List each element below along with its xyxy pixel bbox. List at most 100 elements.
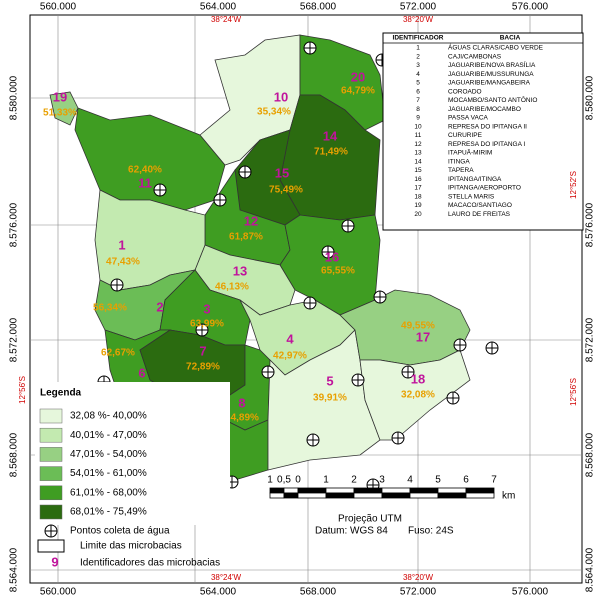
basin-percent: 71,49%: [314, 147, 348, 158]
basin-id: 17: [416, 329, 430, 344]
table-name: IPITANGA/AEROPORTO: [448, 185, 521, 192]
datum: Datum: WGS 84: [315, 526, 388, 537]
basin-id: 13: [233, 263, 247, 278]
table-name: PASSA VACA: [448, 115, 489, 122]
basin-percent: 39,91%: [313, 393, 347, 404]
legend-box: [35, 382, 230, 525]
scale-segment: [437, 487, 467, 494]
x-coord-label: 576.000: [512, 2, 549, 13]
basin-percent: 64,89%: [225, 413, 259, 424]
basin-id: 2: [156, 299, 163, 314]
scale-segment: [269, 492, 285, 499]
table-id: 3: [416, 62, 420, 69]
table-id: 13: [414, 150, 422, 157]
legend-title: Legenda: [40, 388, 82, 399]
x-coord-label: 568.000: [300, 2, 337, 13]
lon-label: 38°24'W: [211, 573, 242, 582]
basin-percent: 56,34%: [93, 303, 127, 314]
legend-swatch: [39, 504, 63, 520]
scale-segment: [325, 487, 355, 494]
basin-percent: 65,55%: [321, 266, 355, 277]
annotations: 560.000 564.000 568.000 572.000 576.000 560.0…: [9, 2, 596, 598]
table-name: JAGUARIBE/MOCAMBO: [448, 106, 521, 113]
legend-swatch: [39, 485, 63, 501]
table-name: IPITANGA/ITINGA: [448, 176, 502, 183]
y-coord-label: 8.576.000: [585, 202, 596, 247]
table-name: LAURO DE FREITAS: [448, 211, 511, 218]
scale-label: 2: [351, 475, 357, 486]
basin-percent: 47,43%: [106, 257, 140, 268]
legend-label: 40,01% - 47,00%: [70, 430, 147, 441]
scale-segment: [381, 487, 411, 494]
scale-segment: [409, 492, 439, 499]
basin-percent: 51,33%: [43, 108, 77, 119]
x-coord-label: 564.000: [200, 587, 237, 598]
basin-id: 3: [203, 301, 210, 316]
basin-id: 1: [118, 237, 125, 252]
basin: [359, 349, 471, 441]
lat-label: 12°52'S: [569, 171, 578, 199]
basin-id: 18: [411, 371, 425, 386]
legend-label: 68,01% - 75,49%: [70, 507, 147, 518]
basin-percent: 72,89%: [186, 362, 220, 373]
table-id: 2: [416, 53, 420, 60]
table-header: BACIA: [500, 35, 521, 42]
basin-id: 5: [326, 373, 333, 388]
scale-label: 1: [323, 475, 329, 486]
table-id: 6: [416, 88, 420, 95]
scale-segment: [283, 492, 299, 499]
map-frame: [29, 14, 583, 584]
table-id: 4: [416, 71, 420, 78]
projection: Projeção UTM: [338, 514, 402, 525]
scale-segment: [465, 492, 495, 499]
legend-swatch: [39, 427, 63, 443]
scale-label: 5: [435, 475, 441, 486]
table-id: 11: [415, 132, 422, 139]
basin-percent: 75,49%: [269, 185, 303, 196]
basin-id: 16: [325, 249, 339, 264]
legend-label: Limite das microbacias: [80, 541, 182, 552]
table-name: CAJI/CAMBONAS: [448, 53, 502, 60]
scale-segment: [283, 487, 299, 494]
y-coord-label: 8.576.000: [9, 202, 20, 247]
table-name: ITINGA: [448, 158, 470, 165]
y-coord-label: 8.580.000: [9, 75, 20, 120]
lon-label: 38°20'W: [403, 573, 434, 582]
table-name: CURURIPE: [448, 132, 483, 139]
legend-swatch: [39, 408, 63, 424]
basin-percent: 64,79%: [341, 86, 375, 97]
table-id: 10: [414, 123, 422, 130]
y-coord-label: 8.572.000: [9, 317, 20, 362]
table-name: REPRESA DO IPITANGA II: [448, 123, 527, 130]
basin-id: 10: [274, 89, 288, 104]
y-coord-label: 8.564.000: [585, 547, 596, 592]
scale-label: 1: [267, 475, 273, 486]
y-coord-label: 8.568.000: [9, 432, 20, 477]
basin-id: 19: [53, 89, 67, 104]
basin: [49, 91, 79, 126]
table-id: 1: [416, 45, 420, 52]
scale-unit: km: [502, 491, 515, 502]
scale-label: 0: [295, 475, 301, 486]
basin-percent: 35,34%: [257, 107, 291, 118]
table-name: REPRESA DO IPITANGA I: [448, 141, 525, 148]
table-name: JAGUARIBE/MANGABEIRA: [448, 80, 531, 87]
scale-segment: [437, 492, 467, 499]
basin: [74, 107, 226, 211]
lon-label: 38°24'W: [211, 15, 242, 24]
scale-segment: [465, 487, 495, 494]
table-name: JAGUARIBE/MUSSURUNGA: [448, 71, 534, 78]
x-coord-label: 572.000: [400, 587, 437, 598]
legend-swatch: [39, 447, 63, 462]
table-name: JAGUARIBE/NOVA BRASÍLIA: [448, 60, 536, 69]
scale-label: 7: [491, 475, 497, 486]
table-id: 17: [414, 185, 422, 192]
y-coord-label: 8.564.000: [9, 547, 20, 592]
basin-id: 11: [138, 175, 152, 190]
basin-id: 4: [286, 331, 294, 346]
lat-label: 12°56'S: [569, 378, 578, 406]
scale-segment: [353, 487, 383, 494]
scale-label: 3: [379, 475, 385, 486]
scale-segment: [325, 492, 355, 499]
